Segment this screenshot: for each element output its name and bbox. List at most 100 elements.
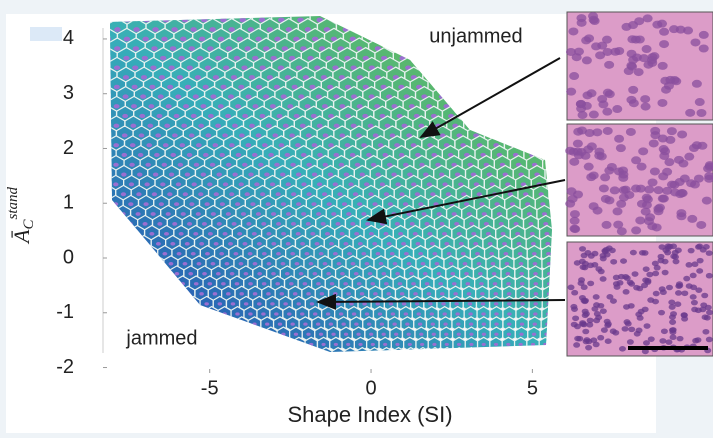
nucleus <box>519 272 524 275</box>
nucleus <box>367 323 371 326</box>
nucleus <box>346 212 351 216</box>
histology-nucleus <box>649 139 659 147</box>
nucleus <box>323 133 329 137</box>
nucleus <box>294 333 298 336</box>
histology-nucleus <box>568 285 575 291</box>
nucleus <box>294 114 300 118</box>
nucleus <box>428 302 433 305</box>
nucleus <box>290 163 296 167</box>
histology-nucleus <box>570 304 577 310</box>
histology-nucleus <box>658 310 665 316</box>
nucleus <box>252 153 258 157</box>
nucleus <box>376 212 381 216</box>
nucleus <box>235 282 240 285</box>
nucleus <box>492 272 497 275</box>
nucleus <box>329 323 333 326</box>
nucleus <box>506 272 511 275</box>
histology-nucleus <box>642 201 652 209</box>
nucleus <box>214 192 219 196</box>
nucleus <box>274 85 280 89</box>
histology-nucleus <box>600 276 607 282</box>
nucleus <box>520 302 525 305</box>
nucleus <box>114 27 121 32</box>
nucleus <box>418 202 423 206</box>
nucleus <box>311 202 316 206</box>
nucleus <box>158 94 164 98</box>
nucleus <box>339 312 343 315</box>
histology-nucleus <box>635 312 642 318</box>
nucleus <box>128 202 133 206</box>
nucleus <box>409 272 414 275</box>
nucleus <box>270 182 275 186</box>
nucleus <box>316 282 321 285</box>
nucleus <box>178 56 184 61</box>
nucleus <box>176 182 181 186</box>
histology-nucleus <box>628 86 638 94</box>
nucleus <box>226 163 232 167</box>
nucleus <box>223 232 228 236</box>
nucleus <box>507 333 511 336</box>
nucleus <box>136 212 141 216</box>
nucleus <box>164 232 169 236</box>
nucleus <box>228 242 233 246</box>
nucleus <box>315 242 320 246</box>
nucleus <box>407 262 412 266</box>
nucleus <box>139 133 145 137</box>
nucleus <box>199 242 204 246</box>
nucleus <box>281 94 287 98</box>
histology-nucleus <box>681 312 688 318</box>
nucleus <box>286 242 291 246</box>
nucleus <box>133 27 140 32</box>
nucleus <box>289 282 294 285</box>
histology-nucleus <box>582 329 589 335</box>
nucleus <box>455 312 459 315</box>
nucleus <box>469 333 473 336</box>
nucleus <box>262 143 268 147</box>
histology-nucleus <box>631 36 641 44</box>
nucleus <box>334 343 338 346</box>
nucleus <box>147 124 153 128</box>
nucleus <box>285 272 290 275</box>
nucleus <box>481 302 486 305</box>
nucleus <box>203 85 209 89</box>
nucleus <box>475 252 480 256</box>
histology-nucleus <box>590 337 597 343</box>
nucleus <box>544 232 549 236</box>
nucleus <box>242 242 247 246</box>
nucleus <box>306 222 311 226</box>
histology-nucleus <box>582 298 589 304</box>
nucleus <box>211 262 216 266</box>
histology-nucleus <box>614 167 624 175</box>
nucleus <box>395 272 400 275</box>
nucleus <box>250 202 255 206</box>
y-tick-label: 2 <box>63 137 74 159</box>
histology-nucleus <box>597 335 604 341</box>
histology-nucleus <box>571 322 578 328</box>
histology-nucleus <box>636 286 643 292</box>
nucleus <box>303 282 308 285</box>
histology-nucleus <box>603 127 613 135</box>
nucleus <box>280 292 285 295</box>
nucleus <box>183 262 188 266</box>
nucleus <box>140 94 146 98</box>
nucleus <box>395 343 399 346</box>
nucleus <box>159 202 164 206</box>
nucleus <box>187 153 193 157</box>
nucleus <box>322 192 327 196</box>
histology-nucleus <box>578 111 588 119</box>
nucleus <box>398 232 403 236</box>
histology-nucleus <box>620 258 627 264</box>
nucleus <box>365 312 369 315</box>
nucleus <box>169 262 174 266</box>
nucleus <box>387 242 392 246</box>
histology-nucleus <box>582 312 589 318</box>
nucleus <box>215 124 221 128</box>
nucleus <box>333 182 338 186</box>
nucleus <box>132 65 138 70</box>
nucleus <box>179 232 184 236</box>
nucleus <box>276 222 281 226</box>
nucleus <box>113 163 119 167</box>
nucleus <box>532 333 536 336</box>
histology-nucleus <box>688 248 695 254</box>
nucleus <box>323 262 328 266</box>
